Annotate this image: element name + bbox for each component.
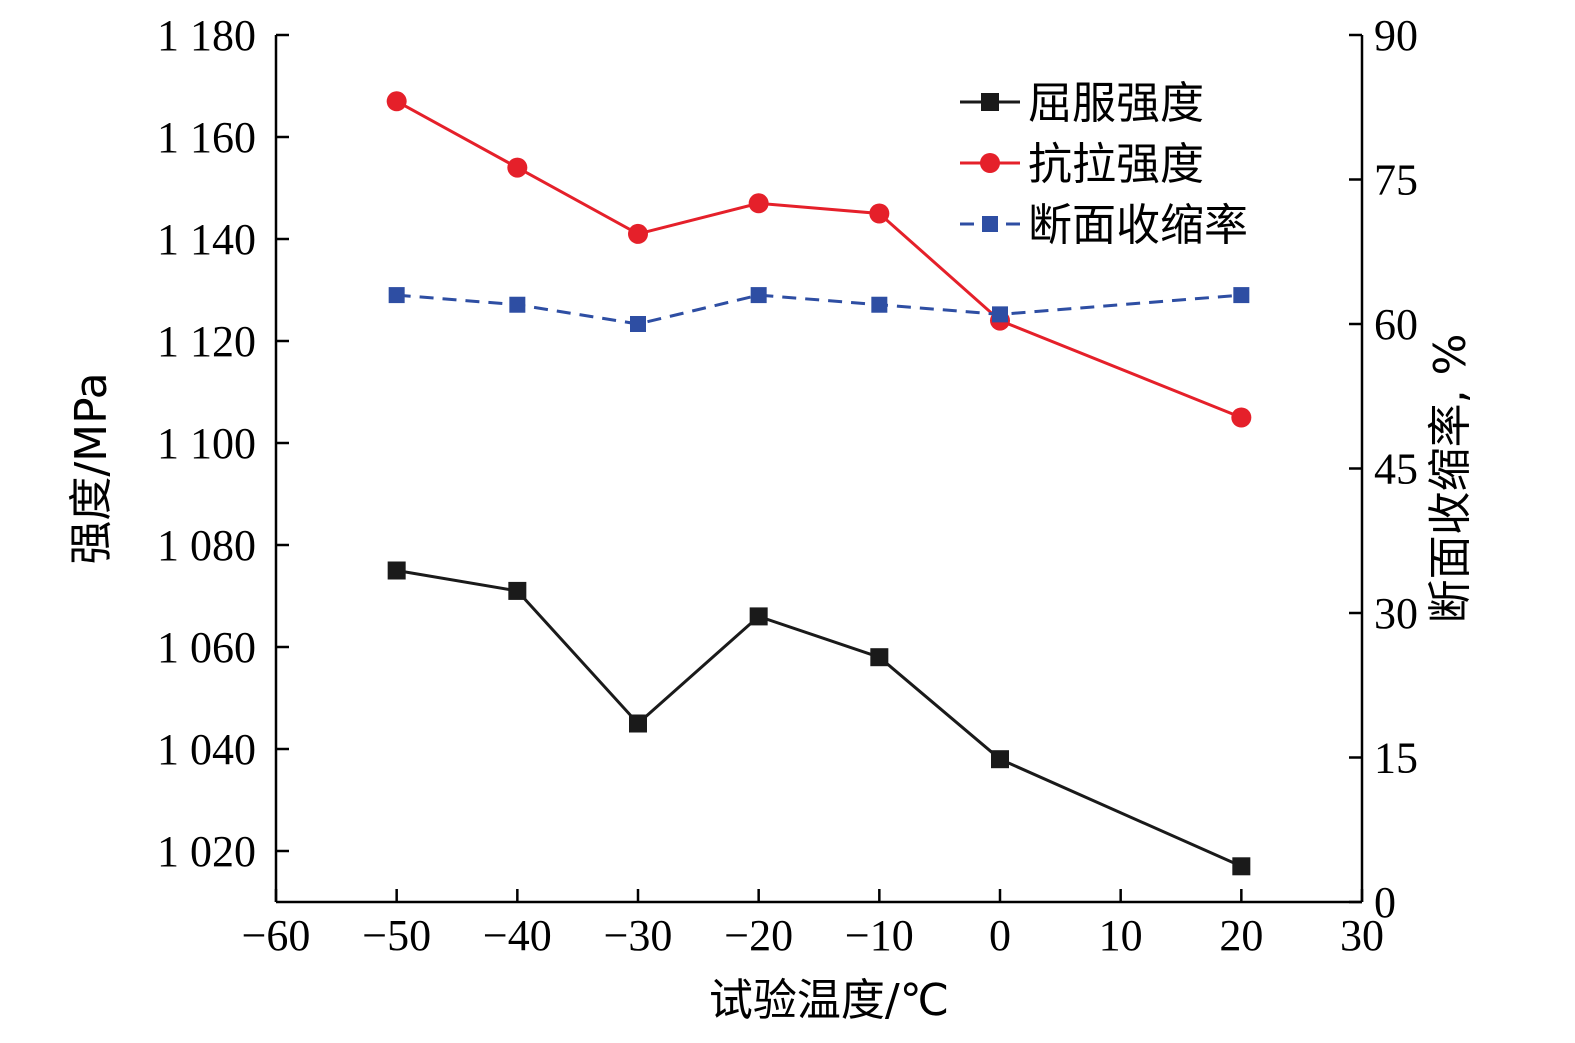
x-tick-label: 30: [1340, 911, 1384, 960]
data-point: [1231, 407, 1252, 428]
data-point: [388, 287, 405, 304]
y-left-tick-label: 1 100: [157, 419, 256, 468]
data-point: [507, 157, 528, 178]
legend-marker: [981, 93, 999, 111]
x-tick-label: 20: [1219, 911, 1263, 960]
legend-marker: [982, 216, 998, 232]
y-left-tick-label: 1 180: [157, 11, 256, 60]
y-left-tick-label: 1 160: [157, 113, 256, 162]
y-axis-left-title: 强度/MPa: [66, 372, 117, 564]
ticks: −60 −50 −40 −30 −20 −10 0 10 20 30 1 020 1 040 1 060…: [157, 11, 1418, 960]
data-point: [869, 203, 890, 224]
data-point: [630, 316, 646, 332]
x-tick-label: −20: [724, 911, 793, 960]
y-axis-right-title: 断面收缩率, %: [1425, 334, 1476, 624]
legend-item: 屈服强度: [960, 78, 1204, 129]
series-3: [388, 287, 1250, 332]
x-tick-label: −10: [845, 911, 914, 960]
legend-label: 断面收缩率: [1028, 200, 1248, 251]
legend-label: 屈服强度: [1028, 78, 1204, 129]
data-point: [749, 607, 768, 626]
data-point: [750, 287, 767, 304]
data-point: [870, 648, 889, 667]
data-point: [629, 714, 647, 733]
y-left-tick-label: 1 080: [157, 521, 256, 570]
x-axis-title: 试验温度/℃: [709, 975, 949, 1026]
x-tick-label: −30: [604, 911, 673, 960]
legend-marker: [980, 153, 1000, 173]
y-left-tick-label: 1 060: [157, 623, 256, 672]
y-right-tick-label: 30: [1374, 589, 1418, 638]
series-1: [387, 561, 1251, 876]
data-point: [508, 581, 527, 600]
y-left-tick-label: 1 120: [157, 317, 256, 366]
data-point: [992, 306, 1008, 323]
x-tick-label: 0: [989, 911, 1011, 960]
y-left-tick-label: 1 040: [157, 725, 256, 774]
x-tick-label: −50: [362, 911, 431, 960]
data-point: [748, 193, 769, 214]
x-tick-label: −60: [242, 911, 311, 960]
data-point: [871, 296, 888, 313]
y-right-tick-label: 15: [1374, 734, 1418, 783]
x-tick-label: −40: [483, 911, 552, 960]
y-right-tick-label: 75: [1374, 156, 1418, 205]
legend-item: 抗拉强度: [960, 139, 1204, 190]
series-layer: [386, 91, 1252, 876]
data-point: [628, 223, 648, 244]
y-right-tick-label: 45: [1374, 445, 1418, 494]
data-point: [1232, 857, 1251, 876]
data-point: [387, 561, 406, 580]
data-point: [386, 91, 407, 112]
y-right-tick-label: 0: [1374, 878, 1396, 927]
y-left-tick-label: 1 020: [157, 827, 256, 876]
x-tick-label: 10: [1099, 911, 1143, 960]
y-left-tick-label: 1 140: [157, 215, 256, 264]
y-right-tick-label: 60: [1374, 300, 1418, 349]
data-point: [1233, 287, 1250, 304]
data-point: [509, 296, 526, 313]
legend-label: 抗拉强度: [1028, 139, 1204, 190]
y-right-tick-label: 90: [1374, 11, 1418, 60]
series-line: [396, 569, 1242, 868]
data-point: [991, 750, 1009, 769]
legend-item: 断面收缩率: [960, 200, 1248, 251]
